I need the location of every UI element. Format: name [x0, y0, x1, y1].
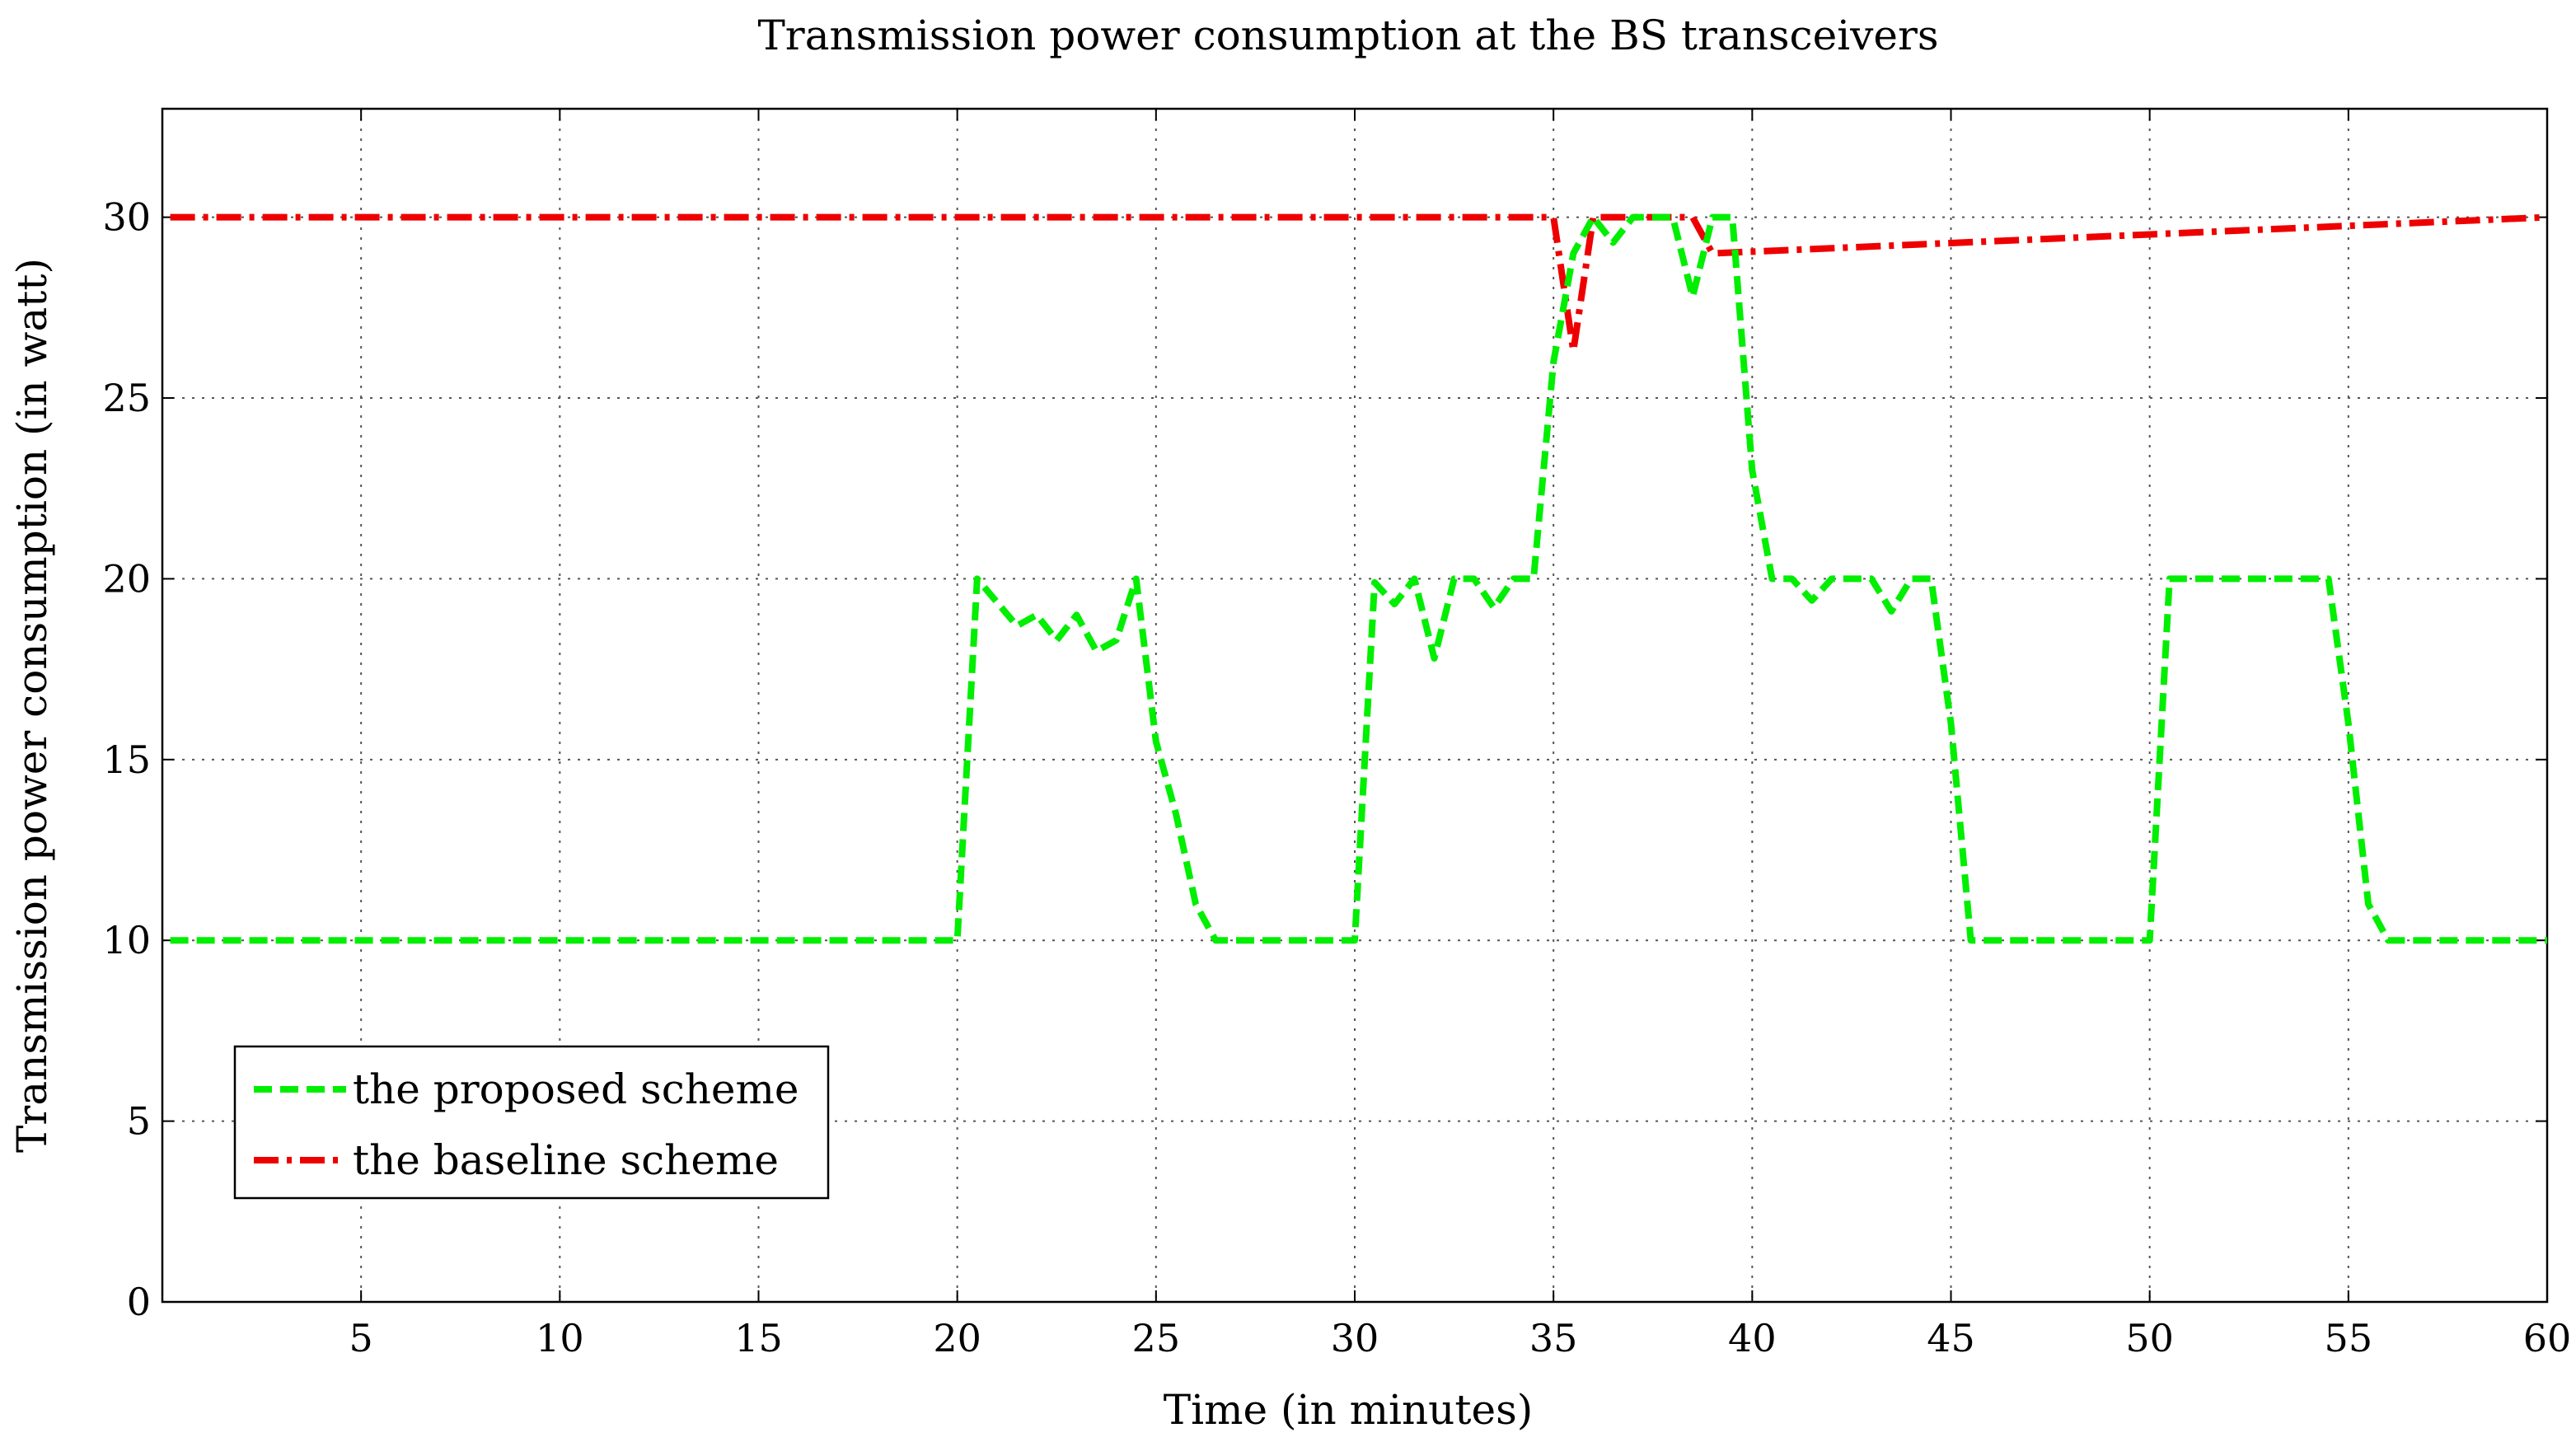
x-tick-label: 15 [734, 1316, 783, 1360]
series-line-proposed [170, 213, 2547, 944]
series-line-baseline [170, 213, 2548, 354]
x-tick-label: 55 [2325, 1316, 2373, 1360]
x-tick-label: 50 [2125, 1316, 2174, 1360]
x-tick-label: 40 [1728, 1316, 1777, 1360]
chart-title: Transmission power consumption at the BS… [757, 12, 1938, 59]
axis-ticks: 5 10 15 20 25 30 35 40 45 50 55 60 0 5 10 15 20 25 30 [102, 109, 2571, 1360]
y-tick-label: 20 [102, 556, 151, 601]
y-axis-label: Transmission power consumption (in watt) [8, 258, 56, 1153]
y-tick-label: 15 [102, 737, 151, 782]
legend-label-proposed: the proposed scheme [353, 1065, 799, 1113]
x-tick-label: 5 [349, 1316, 373, 1360]
legend-label-baseline: the baseline scheme [353, 1136, 779, 1184]
x-tick-label: 30 [1331, 1316, 1379, 1360]
x-tick-label: 60 [2523, 1316, 2572, 1360]
y-tick-label: 5 [127, 1099, 151, 1144]
legend: the proposed scheme the baseline scheme [233, 1045, 830, 1200]
x-tick-label: 10 [536, 1316, 584, 1360]
series-lines [170, 213, 2548, 944]
x-tick-label: 20 [933, 1316, 981, 1360]
x-tick-label: 35 [1529, 1316, 1578, 1360]
x-tick-label: 45 [1927, 1316, 1975, 1360]
y-tick-label: 10 [102, 918, 151, 962]
y-tick-label: 30 [102, 195, 151, 240]
x-axis-label: Time (in minutes) [1164, 1386, 1534, 1434]
legend-box [233, 1045, 830, 1200]
y-tick-label: 25 [102, 376, 151, 420]
y-tick-label: 0 [127, 1280, 151, 1324]
x-tick-label: 25 [1132, 1316, 1181, 1360]
